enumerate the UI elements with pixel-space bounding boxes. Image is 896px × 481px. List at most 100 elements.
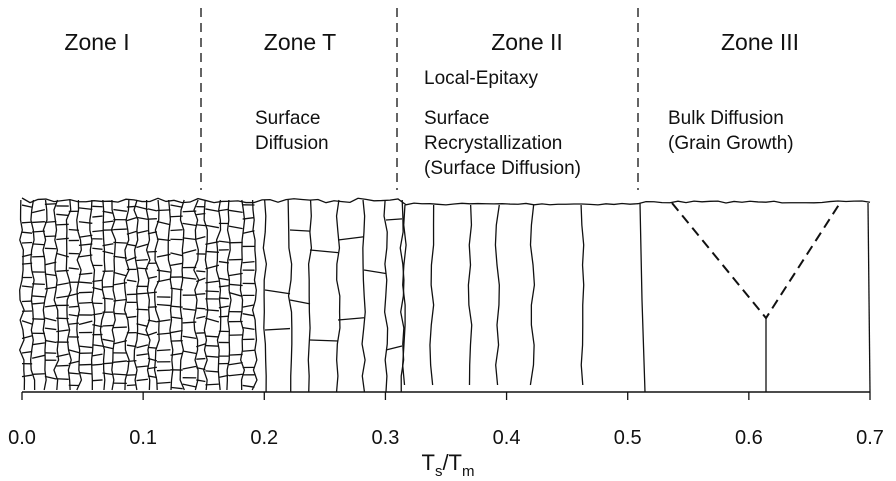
grain-boundary — [196, 293, 206, 296]
grain-boundary — [228, 373, 243, 377]
grain-boundary — [147, 250, 157, 253]
x-tick-label: 0.0 — [8, 427, 36, 449]
grain-boundary — [170, 262, 183, 266]
grain-boundary — [136, 323, 149, 328]
grain-boundary — [182, 350, 197, 355]
grain-boundary — [21, 350, 33, 354]
grain-boundary — [136, 378, 148, 382]
grain-boundary — [182, 210, 197, 213]
grain-boundary — [21, 204, 33, 208]
grain-boundary — [182, 249, 197, 254]
grain-boundary — [32, 221, 45, 224]
grain-boundary — [170, 352, 183, 356]
grain-boundary — [170, 215, 183, 218]
grain-boundary — [32, 373, 45, 375]
grain-boundary — [102, 362, 114, 365]
grain-boundary — [156, 253, 171, 258]
grain-boundary — [182, 335, 197, 340]
grain-boundary — [113, 241, 127, 244]
grain-boundary — [44, 375, 57, 380]
grain-boundary — [136, 258, 148, 262]
grain-boundary — [337, 236, 365, 241]
grain-boundary — [218, 305, 229, 309]
grain-boundary — [205, 383, 219, 386]
grain-boundary — [147, 319, 158, 323]
grain-boundary — [102, 324, 114, 327]
grain-boundary — [56, 269, 69, 272]
grain-boundary — [170, 229, 183, 232]
grain-boundary — [126, 279, 137, 283]
grain-boundary — [89, 199, 96, 391]
zone-title: Zone I — [64, 29, 129, 55]
grain-boundary — [78, 254, 93, 258]
grain-boundary — [56, 223, 69, 226]
grain-boundary — [32, 243, 45, 246]
grain-boundary — [196, 236, 206, 240]
grain-boundary — [182, 276, 197, 280]
grain-boundary — [126, 359, 137, 363]
grain-boundary — [228, 361, 243, 366]
grain-boundary — [262, 199, 268, 393]
grain-boundary — [205, 290, 219, 293]
grain-boundary — [182, 383, 197, 388]
grain-boundary — [56, 282, 69, 286]
grain-boundary — [53, 199, 60, 391]
grain-boundary — [337, 317, 365, 321]
zone-note: Diffusion — [255, 133, 329, 154]
grain-boundary — [580, 204, 585, 386]
grain-boundary — [335, 199, 341, 393]
grain-boundary — [21, 231, 33, 234]
grain-boundary — [21, 335, 33, 340]
grain-boundary — [205, 309, 219, 312]
grain-boundary — [136, 353, 148, 357]
grain-boundary — [228, 283, 243, 287]
grain-boundary — [126, 230, 137, 235]
grain-boundary — [205, 208, 219, 212]
grain-boundary — [32, 354, 46, 359]
grain-boundary — [228, 291, 243, 298]
grain-boundary — [102, 372, 114, 376]
grain-boundary — [68, 372, 79, 375]
grain-boundary — [44, 235, 57, 238]
grain-boundary — [21, 262, 33, 265]
grain-boundary — [68, 305, 79, 308]
grain-boundary — [32, 342, 45, 346]
grain-boundary — [242, 384, 255, 388]
grain-boundary — [218, 277, 229, 281]
grain-boundary — [494, 204, 500, 386]
grain-boundary — [102, 250, 114, 255]
grain-boundary — [529, 204, 536, 386]
grain-boundary — [167, 199, 174, 391]
grain-boundary — [218, 315, 229, 318]
grain-boundary — [218, 260, 229, 264]
grain-boundary — [289, 229, 311, 232]
grain-boundary — [215, 199, 222, 391]
grain-boundary-dashed — [671, 202, 841, 320]
grain-boundary — [32, 208, 46, 214]
grain-boundary — [196, 357, 206, 360]
grain-boundary — [196, 212, 206, 216]
grain-boundary — [44, 261, 57, 266]
grain-boundary — [179, 199, 185, 391]
grain-boundary — [309, 249, 339, 254]
grain-boundary — [307, 199, 313, 393]
grain-boundary — [136, 216, 149, 221]
grain-boundary — [68, 349, 80, 354]
grain-boundary — [21, 320, 33, 325]
grain-boundary — [56, 237, 69, 241]
grain-boundary — [102, 297, 114, 300]
grain-boundary — [65, 199, 72, 391]
grain-boundary — [44, 304, 57, 308]
grain-boundary — [639, 202, 646, 393]
grain-boundary — [136, 267, 148, 270]
x-tick-label: 0.4 — [493, 427, 521, 449]
grain-boundary — [242, 326, 255, 331]
grain-boundary — [196, 315, 206, 320]
grain-boundary — [78, 207, 93, 211]
grain-boundary — [126, 344, 137, 348]
grain-boundary — [156, 319, 171, 323]
grain-boundary — [203, 199, 209, 391]
grain-boundary — [144, 199, 151, 391]
grain-boundary — [113, 360, 127, 363]
grain-boundary — [289, 299, 311, 305]
